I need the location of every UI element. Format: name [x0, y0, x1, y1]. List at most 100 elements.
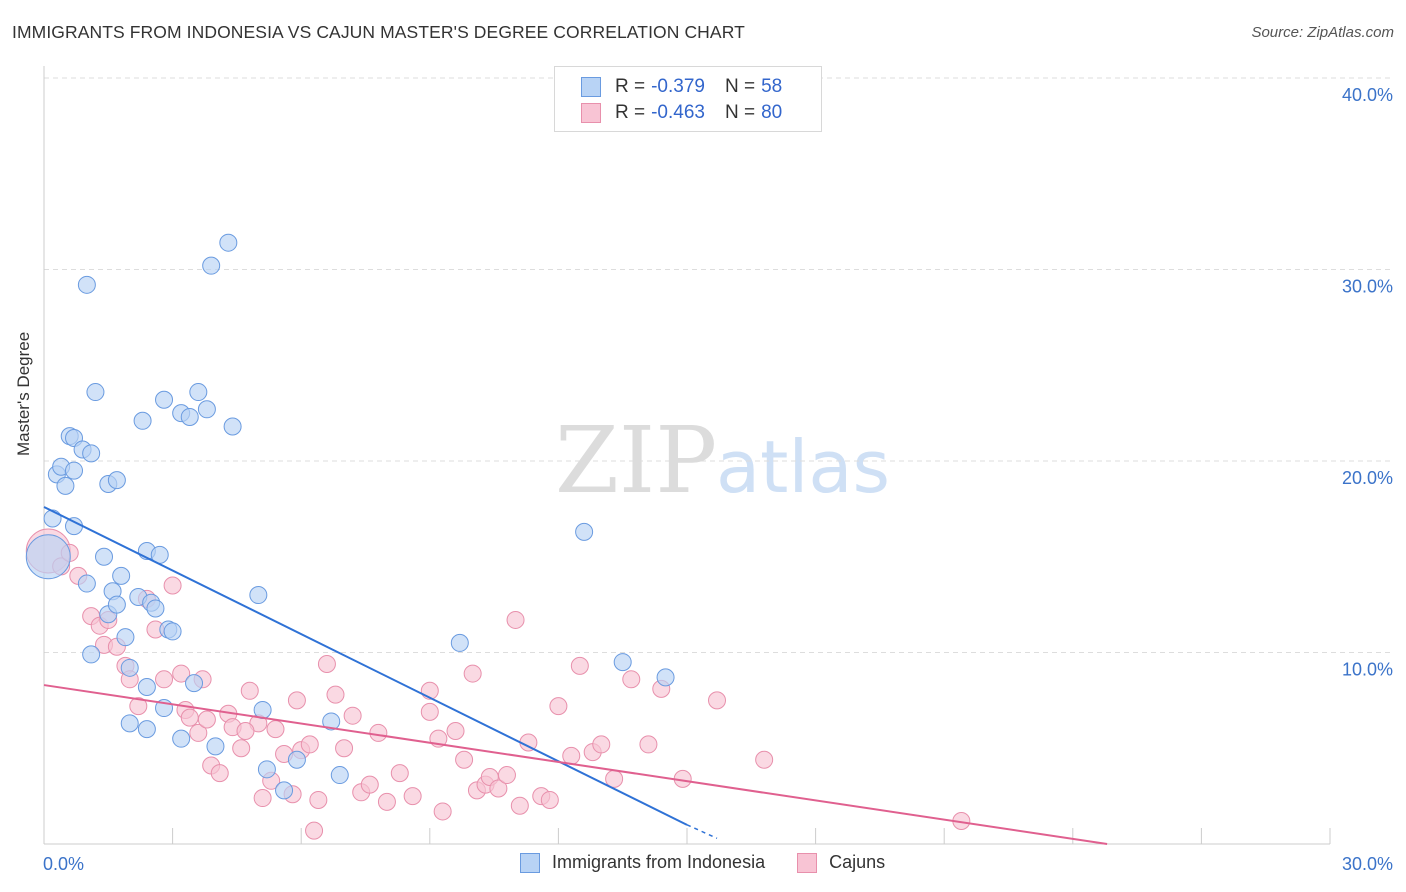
legend-n-value: 80: [761, 102, 783, 123]
y-tick-label: 40.0%: [1342, 85, 1393, 105]
indonesia-point: [257, 760, 276, 779]
legend-row-indonesia: R = -0.379 N = 58: [581, 75, 782, 99]
indonesia-point: [65, 517, 84, 536]
cajun-point: [240, 681, 259, 700]
indonesia-point: [197, 400, 216, 419]
cajun-point: [287, 691, 306, 710]
indonesia-point: [82, 444, 101, 463]
y-tick-label: 20.0%: [1342, 468, 1393, 488]
cajun-point: [253, 789, 272, 808]
indonesia-point: [206, 737, 225, 756]
cajun-point: [592, 735, 611, 754]
cajun-point: [755, 750, 774, 769]
cajun-point: [622, 670, 641, 689]
indonesia-point: [107, 471, 126, 490]
indonesia-point: [77, 574, 96, 593]
legend-r-label: R =: [615, 102, 646, 123]
indonesia-point: [77, 275, 96, 294]
indonesia-point: [116, 628, 135, 647]
legend-r-value: -0.463: [651, 102, 705, 123]
indonesia-point: [219, 233, 238, 252]
cajun-point: [403, 787, 422, 806]
indonesia-point: [56, 476, 75, 495]
indonesia-point: [43, 509, 62, 528]
legend-swatch-pink: [581, 103, 601, 123]
series-legend: Immigrants from Indonesia Cajuns: [520, 852, 917, 873]
indonesia-point: [120, 714, 139, 733]
cajun-point: [197, 710, 216, 729]
indonesia-trendline-extension: [686, 824, 718, 839]
cajun-point: [489, 779, 508, 798]
cajun-point: [562, 746, 581, 765]
indonesia-point: [575, 522, 594, 541]
chart-title: IMMIGRANTS FROM INDONESIA VS CAJUN MASTE…: [12, 22, 745, 42]
legend-row-cajuns: R = -0.463 N = 80: [581, 101, 782, 125]
cajun-point: [506, 610, 525, 629]
indonesia-point: [82, 645, 101, 664]
x-tick-label: 0.0%: [43, 854, 84, 874]
cajun-point: [266, 720, 285, 739]
indonesia-point: [146, 599, 165, 618]
cajun-point: [463, 664, 482, 683]
indonesia-point: [656, 668, 675, 687]
cajun-point: [300, 735, 319, 754]
cajun-point: [305, 821, 324, 840]
cajun-trendline: [43, 684, 1108, 845]
legend-swatch-blue: [520, 852, 540, 873]
cajun-point: [236, 722, 255, 741]
indonesia-point: [450, 633, 469, 652]
indonesia-point: [25, 534, 71, 580]
indonesia-point: [202, 256, 221, 275]
cajun-point: [540, 790, 559, 809]
legend-swatch-blue: [581, 77, 601, 97]
legend-r-value: -0.379: [651, 76, 705, 97]
indonesia-point: [287, 750, 306, 769]
indonesia-point: [133, 411, 152, 430]
cajun-point: [390, 764, 409, 783]
y-tick-label: 10.0%: [1342, 660, 1393, 680]
cajun-point: [708, 691, 727, 710]
indonesia-point: [112, 566, 131, 585]
indonesia-point: [107, 595, 126, 614]
cajun-point: [433, 802, 452, 821]
legend-r-label: R =: [615, 76, 646, 97]
cajun-point: [232, 739, 251, 758]
indonesia-point: [330, 766, 349, 785]
indonesia-point: [137, 720, 156, 739]
indonesia-point: [155, 390, 174, 409]
indonesia-point: [95, 547, 114, 566]
indonesia-point: [322, 712, 341, 731]
indonesia-point: [189, 383, 208, 402]
cajun-point: [420, 702, 439, 721]
legend-item-label: Cajuns: [829, 852, 886, 872]
cajun-point: [639, 735, 658, 754]
cajun-point: [155, 670, 174, 689]
legend-item-label: Immigrants from Indonesia: [552, 852, 766, 872]
indonesia-point: [613, 653, 632, 672]
y-axis-label: Master's Degree: [14, 331, 33, 456]
cajun-point: [172, 664, 191, 683]
cajun-point: [570, 656, 589, 675]
legend-swatch-pink: [797, 852, 818, 873]
indonesia-point: [180, 407, 199, 426]
indonesia-point: [275, 781, 294, 800]
indonesia-point: [65, 461, 84, 480]
y-tick-label: 30.0%: [1342, 277, 1393, 297]
indonesia-trendline: [43, 506, 688, 826]
x-tick-label: 30.0%: [1342, 854, 1393, 874]
legend-n-label: N =: [724, 76, 756, 97]
legend-n-value: 58: [761, 76, 783, 97]
cajun-point: [317, 654, 336, 673]
cajun-point: [326, 685, 345, 704]
correlation-legend: R = -0.379 N = 58 R = -0.463 N = 80: [554, 66, 822, 132]
cajun-point: [210, 764, 229, 783]
cajun-point: [455, 750, 474, 769]
cajun-point: [497, 766, 516, 785]
cajun-point: [343, 706, 362, 725]
cajun-point: [189, 723, 208, 742]
indonesia-point: [249, 586, 268, 605]
cajun-point: [369, 723, 388, 742]
indonesia-point: [163, 622, 182, 641]
cajun-point: [510, 796, 529, 815]
